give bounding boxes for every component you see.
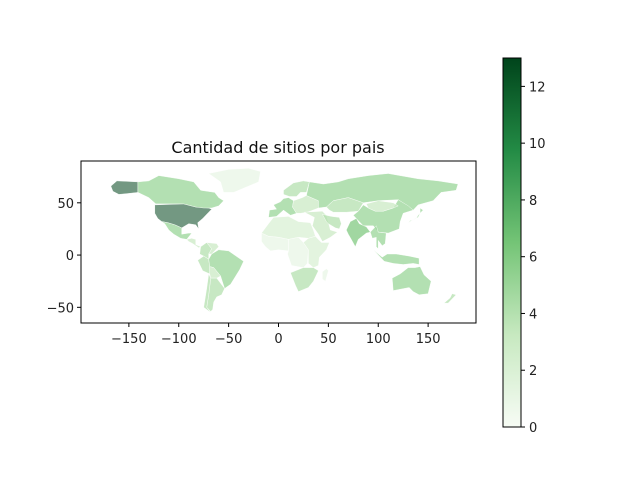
- y-tick-label: 50: [57, 197, 74, 212]
- y-tick-label: 0: [66, 249, 74, 264]
- region-scandinavia: [283, 180, 310, 197]
- colorbar-tick-label: 2: [529, 364, 537, 379]
- colorbar-tick-label: 4: [529, 307, 537, 322]
- x-tick-label: 50: [320, 332, 337, 347]
- region-venezuela: [206, 242, 219, 255]
- region-new-zealand: [443, 293, 457, 304]
- chart-title: Cantidad de sitios por pais: [171, 138, 384, 157]
- region-mexico: [161, 221, 193, 240]
- region-south-africa: [290, 267, 319, 292]
- x-tick-label: −50: [215, 332, 242, 347]
- region-japan: [408, 207, 424, 223]
- colorbar-axis: 0 2 4 6 8 10 12: [521, 80, 546, 436]
- region-west-africa: [261, 232, 289, 252]
- region-alaska: [110, 180, 139, 195]
- x-tick-label: 0: [274, 332, 282, 347]
- region-greenland: [208, 168, 261, 193]
- map-layer: [110, 168, 459, 313]
- y-tick-label: −50: [47, 301, 74, 316]
- region-central-africa: [287, 237, 309, 268]
- region-madagascar: [322, 268, 329, 282]
- x-tick-label: 150: [416, 332, 441, 347]
- x-tick-label: −150: [111, 332, 147, 347]
- x-axis: −150 −100 −50 0 50 100 150: [111, 323, 441, 347]
- colorbar-tick-label: 0: [529, 421, 537, 436]
- region-eastern-europe: [292, 195, 319, 214]
- colorbar-tick-label: 12: [529, 80, 546, 95]
- region-southeast-asia: [370, 225, 387, 250]
- x-tick-label: −100: [161, 332, 197, 347]
- region-east-africa: [303, 236, 330, 268]
- region-peru: [197, 255, 210, 275]
- region-chile: [203, 273, 211, 313]
- region-canada: [137, 175, 224, 209]
- region-middle-east: [303, 210, 338, 242]
- y-axis: −50 0 50: [47, 197, 81, 316]
- region-western-europe: [268, 197, 297, 218]
- region-indonesia: [373, 249, 420, 265]
- colorbar-tick-label: 8: [529, 194, 537, 209]
- region-north-africa: [261, 216, 316, 240]
- colorbar: [502, 57, 522, 428]
- region-mongolia: [366, 200, 399, 212]
- region-australia: [391, 266, 432, 296]
- colorbar-tick-label: 6: [529, 251, 537, 266]
- region-iran: [322, 213, 342, 230]
- region-india: [346, 218, 371, 248]
- x-tick-label: 100: [366, 332, 391, 347]
- colorbar-tick-label: 10: [529, 137, 546, 152]
- region-central-america: [186, 238, 202, 248]
